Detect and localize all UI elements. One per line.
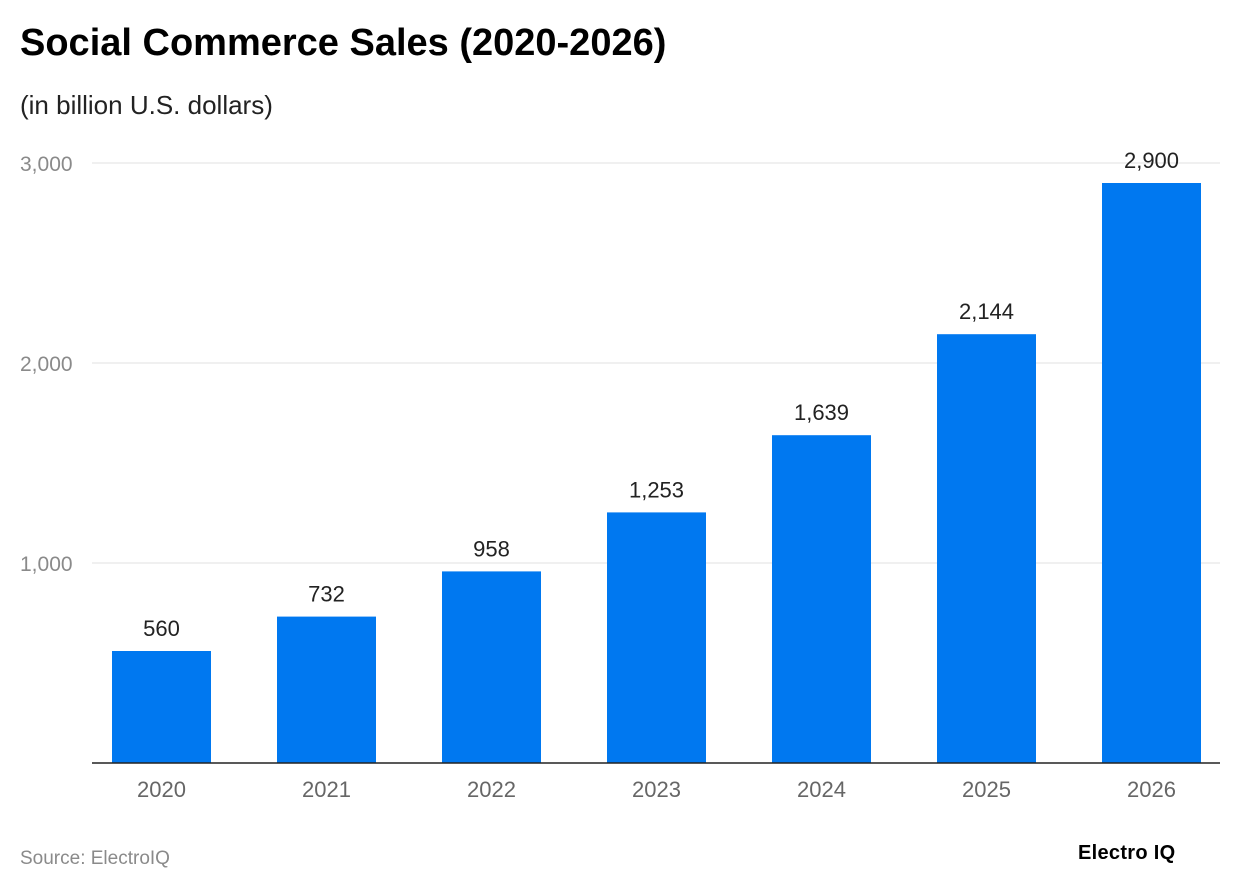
bar xyxy=(1102,183,1201,763)
x-tick-label: 2022 xyxy=(467,777,516,802)
x-tick-label: 2024 xyxy=(797,777,846,802)
y-tick-label: 1,000 xyxy=(20,553,73,576)
bar xyxy=(772,435,871,763)
electroiq-logo: Electro IQ xyxy=(1078,842,1176,864)
bar xyxy=(277,616,376,763)
bar xyxy=(112,651,211,763)
data-label: 732 xyxy=(308,582,345,607)
data-label: 2,144 xyxy=(959,299,1014,324)
x-tick-label: 2025 xyxy=(962,777,1011,802)
bar xyxy=(937,334,1036,763)
bar xyxy=(442,571,541,763)
source-note: Source: ElectroIQ xyxy=(20,848,170,869)
x-tick-label: 2026 xyxy=(1127,777,1176,802)
data-label: 560 xyxy=(143,616,180,641)
chart-title: Social Commerce Sales (2020-2026) xyxy=(20,22,667,64)
y-tick-label: 3,000 xyxy=(20,153,73,176)
y-tick-label: 2,000 xyxy=(20,353,73,376)
x-tick-label: 2023 xyxy=(632,777,681,802)
data-label: 1,253 xyxy=(629,477,684,502)
bar xyxy=(607,512,706,763)
data-label: 2,900 xyxy=(1124,148,1179,173)
data-label: 1,639 xyxy=(794,400,849,425)
chart-subtitle: (in billion U.S. dollars) xyxy=(20,90,273,120)
x-tick-label: 2020 xyxy=(137,777,186,802)
x-tick-label: 2021 xyxy=(302,777,351,802)
data-label: 958 xyxy=(473,536,510,561)
